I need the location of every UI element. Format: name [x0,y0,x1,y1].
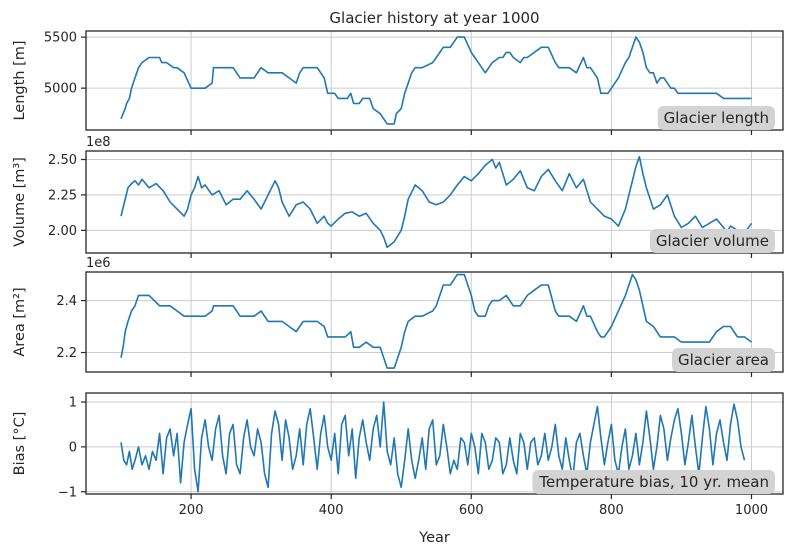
y-tick-label: 5500 [44,31,77,46]
panel-length: 5000 5500 Length [m] Glacier length [12,30,784,135]
y-axis-label: Bias [°C] [12,412,28,476]
y-tick-label: 1 [69,395,77,410]
y-tick-label: 5000 [44,82,77,97]
y-axis-label: Area [m²] [12,287,28,356]
offset-text: 1e6 [86,256,111,271]
x-axis-label: Year [418,530,450,546]
annotation-text: Glacier area [678,351,769,369]
x-tick-label: 600 [459,503,484,518]
x-tick-label: 800 [599,503,624,518]
series-line-bias [120,401,746,493]
series-line-volume [120,155,753,249]
series-line-length [120,36,752,125]
axes-frame [85,271,784,373]
annotation-volume: Glacier volume [649,229,775,253]
x-tick-label: 200 [179,503,204,518]
y-tick-label: 0 [69,440,77,455]
y-tick-label: 2.4 [56,294,77,309]
panel-volume: 2.00 2.25 2.50 1e8 Volume [m³] Glacier volume [12,135,784,258]
y-tick-label: −1 [58,485,77,500]
panel-area: 2.2 2.4 1e6 Area [m²] Glacier area [12,256,784,377]
axes-frame [85,392,784,495]
annotation-text: Glacier length [664,109,769,127]
offset-text: 1e8 [86,135,111,150]
x-tick-label: 1000 [735,503,768,518]
annotation-box [657,106,775,130]
y-tick-label: 2.00 [48,224,77,239]
series-line-area [120,273,752,369]
annotation-area: Glacier area [671,348,775,372]
x-tick-label: 400 [319,503,344,518]
panel-bias: −1 0 1 200 400 600 800 1000 Bias [°C] Temperature… [12,392,784,518]
chart-title: Glacier history at year 1000 [329,9,539,27]
axes-frame [85,30,784,131]
annotation-box [532,470,775,494]
annotation-box [649,229,775,253]
y-tick-label: 2.25 [48,188,77,203]
y-axis-label: Volume [m³] [12,157,28,247]
annotation-bias: Temperature bias, 10 yr. mean [532,470,775,494]
y-axis-label: Length [m] [12,40,28,120]
annotation-box [671,348,775,372]
y-tick-label: 2.50 [48,153,77,168]
annotation-text: Glacier volume [656,232,769,250]
annotation-text: Temperature bias, 10 yr. mean [538,473,769,491]
axes-frame [85,150,784,254]
annotation-length: Glacier length [657,106,775,130]
y-tick-label: 2.2 [56,346,77,361]
